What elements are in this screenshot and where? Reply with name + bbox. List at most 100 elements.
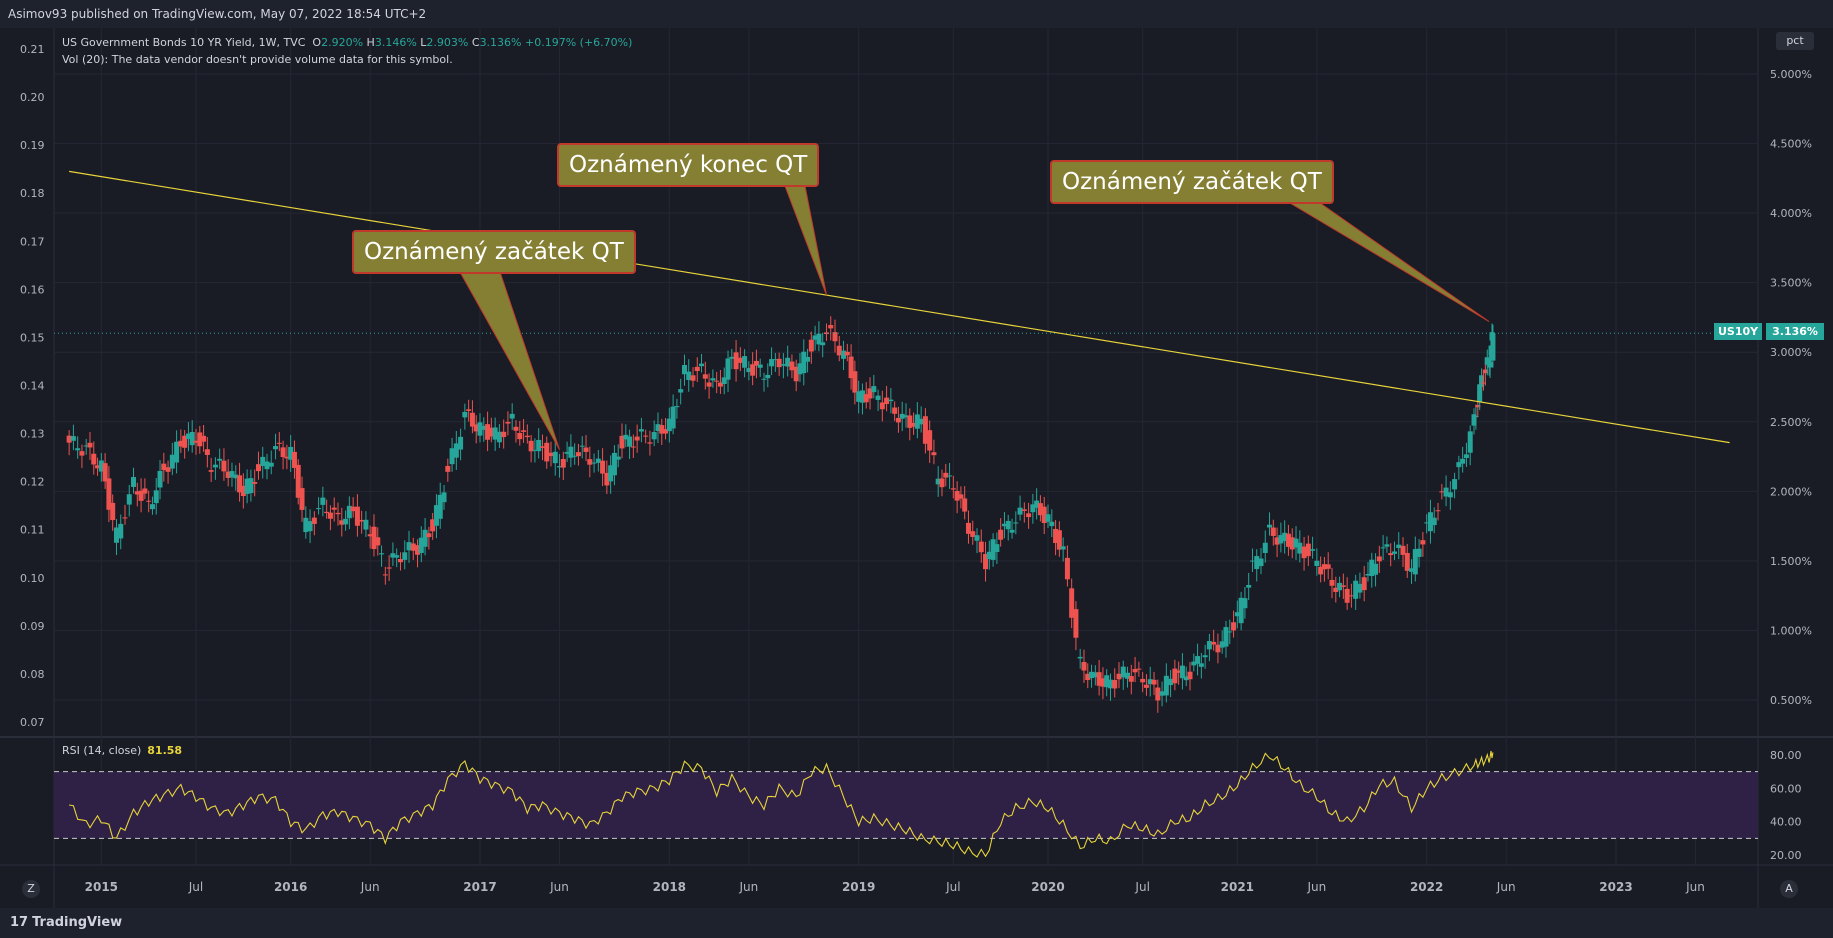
candle-body xyxy=(753,360,759,366)
candle-body xyxy=(1388,553,1394,556)
rsi-legend: RSI (14, close) 81.58 xyxy=(62,744,182,757)
candle-body xyxy=(488,427,494,437)
candle-body xyxy=(805,356,811,362)
candle-body xyxy=(233,474,239,479)
candle-body xyxy=(1443,487,1449,497)
candle-body xyxy=(1089,671,1095,679)
candle-body xyxy=(1053,528,1059,544)
candle-body xyxy=(1092,672,1098,678)
candle-body xyxy=(382,574,388,576)
left-axis-tick: 0.09 xyxy=(20,620,45,633)
candle-body xyxy=(859,390,865,403)
candle-body xyxy=(390,553,396,558)
candle-body xyxy=(363,519,369,530)
ohlc-high: 3.146% xyxy=(374,36,417,49)
candle-body xyxy=(1159,691,1165,696)
footer-bar: 17 TradingView xyxy=(0,908,1833,938)
candle-body xyxy=(939,478,945,488)
candle-body xyxy=(1278,535,1284,544)
candle-body xyxy=(737,357,743,363)
candle-body xyxy=(769,359,775,367)
x-axis-tick: 2017 xyxy=(463,880,496,894)
left-axis-tick: 0.20 xyxy=(20,91,45,104)
candle-body xyxy=(91,453,97,465)
candle-body xyxy=(970,531,976,537)
ohlc-c-label: C xyxy=(471,36,480,49)
callout-end-qt-2018[interactable]: Oznámený konec QT xyxy=(557,143,820,187)
left-axis-tick: 0.10 xyxy=(20,572,45,585)
candle-body xyxy=(772,359,778,361)
candle-body xyxy=(295,464,301,498)
candle-body xyxy=(935,478,941,485)
candle-body xyxy=(1143,684,1149,688)
candle-body xyxy=(1172,668,1178,684)
candle-body xyxy=(1187,671,1193,680)
callout-start-qt-2022[interactable]: Oznámený začátek QT xyxy=(1050,160,1334,204)
candle-body xyxy=(1471,414,1477,426)
candle-body xyxy=(402,552,408,560)
candle-body xyxy=(1357,583,1363,593)
candle-body xyxy=(1321,564,1327,570)
candle-body xyxy=(1246,584,1252,588)
candle-body xyxy=(1282,532,1288,542)
trendline xyxy=(69,170,1730,444)
chart-canvas[interactable]: 5.000% 4.500% 4.000% 3.500% 3.000% 2.500% 2.00… xyxy=(0,0,1833,908)
candle-body xyxy=(350,506,356,512)
candle-body xyxy=(1030,504,1036,513)
candle-body xyxy=(710,378,716,381)
candle-body xyxy=(879,402,885,410)
candle-body xyxy=(193,440,199,443)
candle-body xyxy=(907,415,913,428)
candle-body xyxy=(165,467,171,472)
candle-body xyxy=(998,529,1004,540)
callout-start-qt-2017[interactable]: Oznámený začátek QT xyxy=(352,230,636,274)
symbol-text[interactable]: US Government Bonds 10 YR Yield, 1W, TVC xyxy=(62,36,306,49)
rsi-axis-tick: 20.00 xyxy=(1770,849,1802,862)
rsi-axis-tick: 60.00 xyxy=(1770,782,1802,795)
candle-body xyxy=(630,446,636,448)
candle-body xyxy=(623,434,629,440)
candle-body xyxy=(1475,405,1481,408)
candle-body xyxy=(346,505,352,519)
tradingview-logo-icon: 17 xyxy=(10,915,29,930)
candle-body xyxy=(1340,585,1346,587)
candle-body xyxy=(714,380,720,382)
candle-body xyxy=(1100,678,1106,687)
candle-body xyxy=(268,462,274,467)
candle-body xyxy=(1297,542,1303,554)
rsi-label[interactable]: RSI (14, close) xyxy=(62,744,142,757)
candle-body xyxy=(1206,641,1212,650)
candle-body xyxy=(169,454,175,469)
candle-body xyxy=(1380,547,1386,549)
candle-body xyxy=(212,464,218,468)
candle-body xyxy=(1479,375,1485,387)
candle-body xyxy=(844,351,850,356)
left-axis-tick: 0.07 xyxy=(20,716,45,729)
pct-button[interactable]: pct xyxy=(1776,32,1814,50)
z-button[interactable]: Z xyxy=(22,880,40,898)
ohlc-change: +0.197% (+6.70%) xyxy=(525,36,633,49)
right-axis-tick: 4.000% xyxy=(1770,207,1812,220)
price-tag-symbol: US10Y xyxy=(1714,323,1763,340)
candle-body xyxy=(433,505,439,526)
candle-body xyxy=(379,553,385,555)
candle-body xyxy=(426,533,432,538)
candle-body xyxy=(106,478,112,510)
candle-body xyxy=(1267,524,1273,528)
candle-body xyxy=(651,432,657,440)
candle-body xyxy=(1147,679,1153,685)
candle-body xyxy=(927,430,933,451)
candle-body xyxy=(820,342,826,346)
candle-body xyxy=(1183,676,1189,681)
candle-body xyxy=(572,455,578,457)
candle-body xyxy=(848,356,854,379)
candle-body xyxy=(473,424,479,432)
candle-body xyxy=(1473,415,1479,418)
auto-scale-button[interactable]: A xyxy=(1780,880,1798,898)
candle-body xyxy=(75,448,81,451)
candle-body xyxy=(1231,622,1237,631)
candle-body xyxy=(458,436,464,450)
candle-body xyxy=(816,333,822,345)
candle-body xyxy=(505,421,511,424)
tradingview-logo[interactable]: 17 TradingView xyxy=(10,915,122,930)
